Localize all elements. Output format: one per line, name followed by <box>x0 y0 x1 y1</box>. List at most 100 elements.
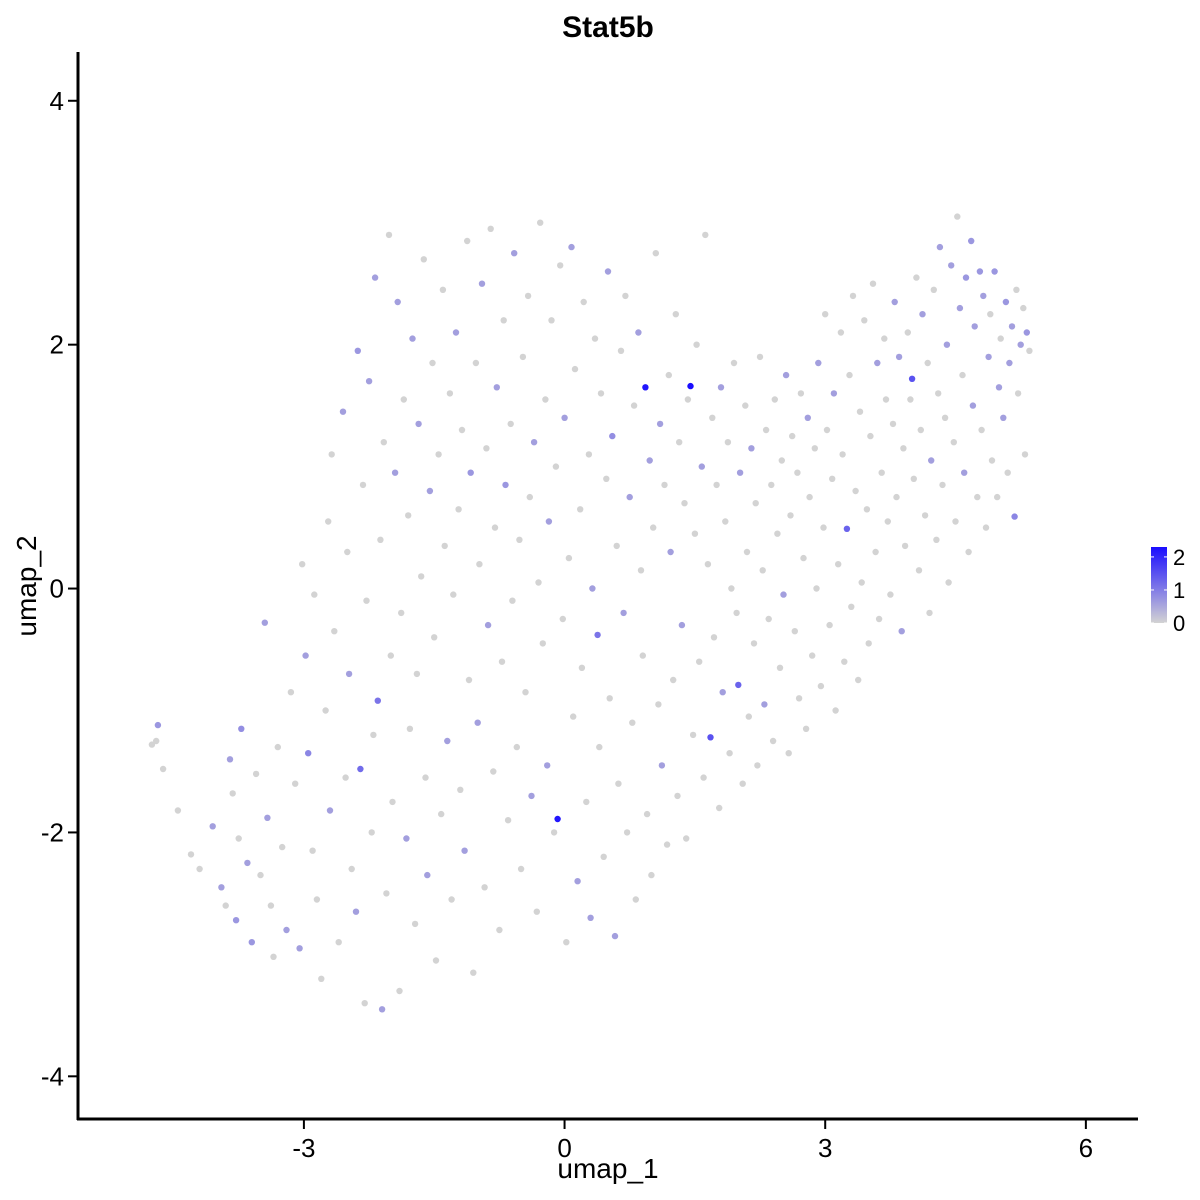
cell-point <box>839 451 846 458</box>
cell-point <box>995 384 1003 391</box>
y-tick-label: 0 <box>50 574 64 604</box>
cell-point <box>552 463 560 470</box>
y-axis-label: umap_2 <box>11 535 42 636</box>
cell-point <box>655 701 662 708</box>
cell-point <box>1004 469 1011 476</box>
cell-point <box>448 896 455 903</box>
cell-point <box>585 451 593 458</box>
cell-point <box>535 579 542 586</box>
cell-point <box>748 445 755 452</box>
cell-point <box>478 280 486 287</box>
cell-point <box>238 725 245 732</box>
cell-point <box>785 750 792 757</box>
cell-point <box>270 953 277 960</box>
cell-point <box>476 561 483 568</box>
cell-point <box>500 317 507 324</box>
cell-point <box>865 640 872 647</box>
cell-point <box>985 353 992 361</box>
cell-point <box>969 402 977 409</box>
cell-point <box>924 359 931 367</box>
cell-point <box>728 585 735 592</box>
cell-point <box>326 807 334 814</box>
cell-point <box>611 932 619 940</box>
cell-point <box>891 298 898 306</box>
cell-point <box>577 506 584 513</box>
cell-point <box>596 743 603 751</box>
cell-point <box>153 737 160 745</box>
x-tick-label: 6 <box>1079 1133 1093 1163</box>
y-tick-label: -2 <box>41 817 64 847</box>
cell-point <box>544 762 551 769</box>
cell-point <box>761 701 768 708</box>
cell-point <box>1006 359 1013 367</box>
cell-point <box>700 774 707 781</box>
cell-point <box>587 914 594 921</box>
cell-point <box>600 853 607 860</box>
cell-point <box>187 851 195 858</box>
cell-point <box>815 359 822 367</box>
cell-point <box>406 725 414 732</box>
x-tick-label: 0 <box>557 1133 571 1163</box>
cell-point <box>804 414 811 421</box>
cell-point <box>396 987 403 995</box>
cell-point <box>557 262 564 269</box>
cell-point <box>826 621 833 629</box>
cell-point <box>663 841 671 848</box>
cell-point <box>550 829 558 836</box>
cell-point <box>921 512 929 519</box>
cell-point <box>415 420 422 428</box>
cell-point <box>965 548 972 556</box>
cell-point <box>1000 414 1007 421</box>
cell-point <box>665 371 672 379</box>
cell-point <box>620 609 627 617</box>
cell-point <box>502 481 509 489</box>
cell-point <box>829 475 836 482</box>
cell-point <box>568 243 575 251</box>
cell-point <box>496 926 503 934</box>
cell-point <box>915 567 923 574</box>
cell-point <box>672 311 679 318</box>
cell-point <box>642 384 649 391</box>
cell-point <box>661 481 668 489</box>
cell-point <box>858 579 865 586</box>
cell-point <box>328 451 335 458</box>
cell-point <box>719 689 726 696</box>
cell-point <box>872 548 879 556</box>
colorbar-tick-label: 2 <box>1173 545 1185 570</box>
cell-point <box>507 420 514 428</box>
cell-point <box>901 542 909 550</box>
cell-point <box>1020 304 1027 312</box>
cell-point <box>733 609 740 617</box>
cell-point <box>159 765 167 773</box>
cell-point <box>361 1000 368 1007</box>
cell-point <box>331 628 338 635</box>
x-axis-label: umap_1 <box>557 1153 658 1184</box>
cell-point <box>882 396 890 403</box>
cell-point <box>774 530 781 537</box>
cell-point <box>684 396 692 403</box>
cell-point <box>365 378 373 385</box>
cell-point <box>724 439 732 446</box>
cell-point <box>378 1006 386 1013</box>
cell-point <box>881 335 888 342</box>
cell-point <box>348 865 355 873</box>
points-layer <box>148 213 1033 1013</box>
cell-point <box>889 420 897 428</box>
cell-point <box>704 561 712 568</box>
cell-point <box>339 408 347 415</box>
cell-point <box>626 493 633 501</box>
cell-point <box>968 237 975 245</box>
cell-point <box>400 396 407 403</box>
cell-point <box>606 695 613 702</box>
colorbar-tick-label: 1 <box>1173 578 1185 603</box>
cell-point <box>782 371 790 379</box>
cell-point <box>939 481 946 489</box>
cell-point <box>481 884 488 891</box>
cell-point <box>997 335 1004 342</box>
cell-point <box>926 609 933 617</box>
cell-point <box>797 390 805 397</box>
cell-point <box>283 926 290 934</box>
cell-point <box>800 554 807 562</box>
cell-point <box>630 402 638 409</box>
